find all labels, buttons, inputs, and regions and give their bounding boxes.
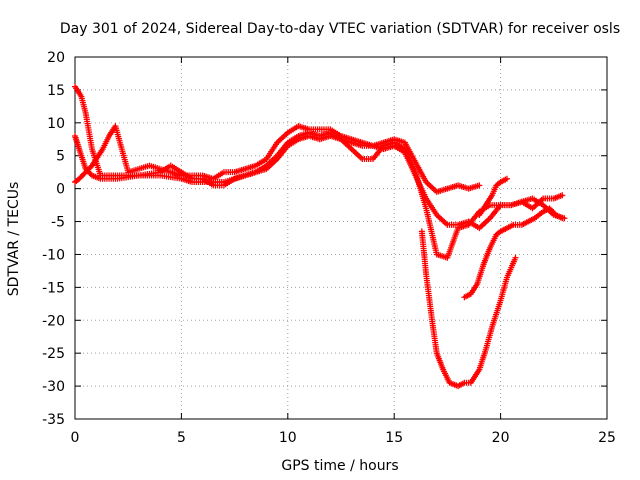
series-2 bbox=[72, 123, 566, 232]
data-point bbox=[559, 215, 566, 222]
x-tick-label: 15 bbox=[385, 430, 403, 446]
x-axis-label: GPS time / hours bbox=[281, 458, 398, 474]
x-tick-label: 0 bbox=[71, 430, 80, 446]
data-point bbox=[503, 175, 510, 182]
series-5 bbox=[461, 205, 566, 301]
chart-title: Day 301 of 2024, Sidereal Day-to-day VTE… bbox=[60, 21, 620, 37]
y-tick-label: 15 bbox=[47, 83, 65, 99]
y-axis-label: SDTVAR / TECUs bbox=[6, 182, 22, 297]
y-tick-label: -20 bbox=[42, 313, 65, 329]
series-1 bbox=[72, 83, 568, 261]
y-tick-label: -30 bbox=[42, 379, 65, 395]
y-tick-label: -10 bbox=[42, 247, 65, 263]
y-tick-label: -35 bbox=[42, 412, 65, 428]
y-tick-label: -25 bbox=[42, 346, 65, 362]
axis-ticks: 0 5 10 15 20 25 -35 -30 -25 -20 -15 -10 -5 0 5 10 15 20 bbox=[42, 50, 616, 446]
y-tick-label: -15 bbox=[42, 280, 65, 296]
gridlines bbox=[75, 57, 607, 419]
y-tick-label: -5 bbox=[51, 215, 65, 231]
y-tick-label: 5 bbox=[56, 149, 65, 165]
data-point bbox=[559, 192, 566, 199]
x-tick-label: 25 bbox=[598, 430, 616, 446]
x-tick-label: 10 bbox=[279, 430, 297, 446]
y-tick-label: 10 bbox=[47, 116, 65, 132]
x-tick-label: 5 bbox=[177, 430, 186, 446]
series-6 bbox=[476, 175, 510, 218]
data-point bbox=[476, 182, 483, 189]
data-point bbox=[512, 254, 519, 261]
x-tick-label: 20 bbox=[492, 430, 510, 446]
y-tick-label: 0 bbox=[56, 182, 65, 198]
series-3 bbox=[72, 132, 483, 195]
y-tick-label: 20 bbox=[47, 50, 65, 66]
data-series bbox=[72, 83, 568, 390]
series-4 bbox=[418, 228, 519, 390]
plot-frame bbox=[74, 56, 608, 420]
